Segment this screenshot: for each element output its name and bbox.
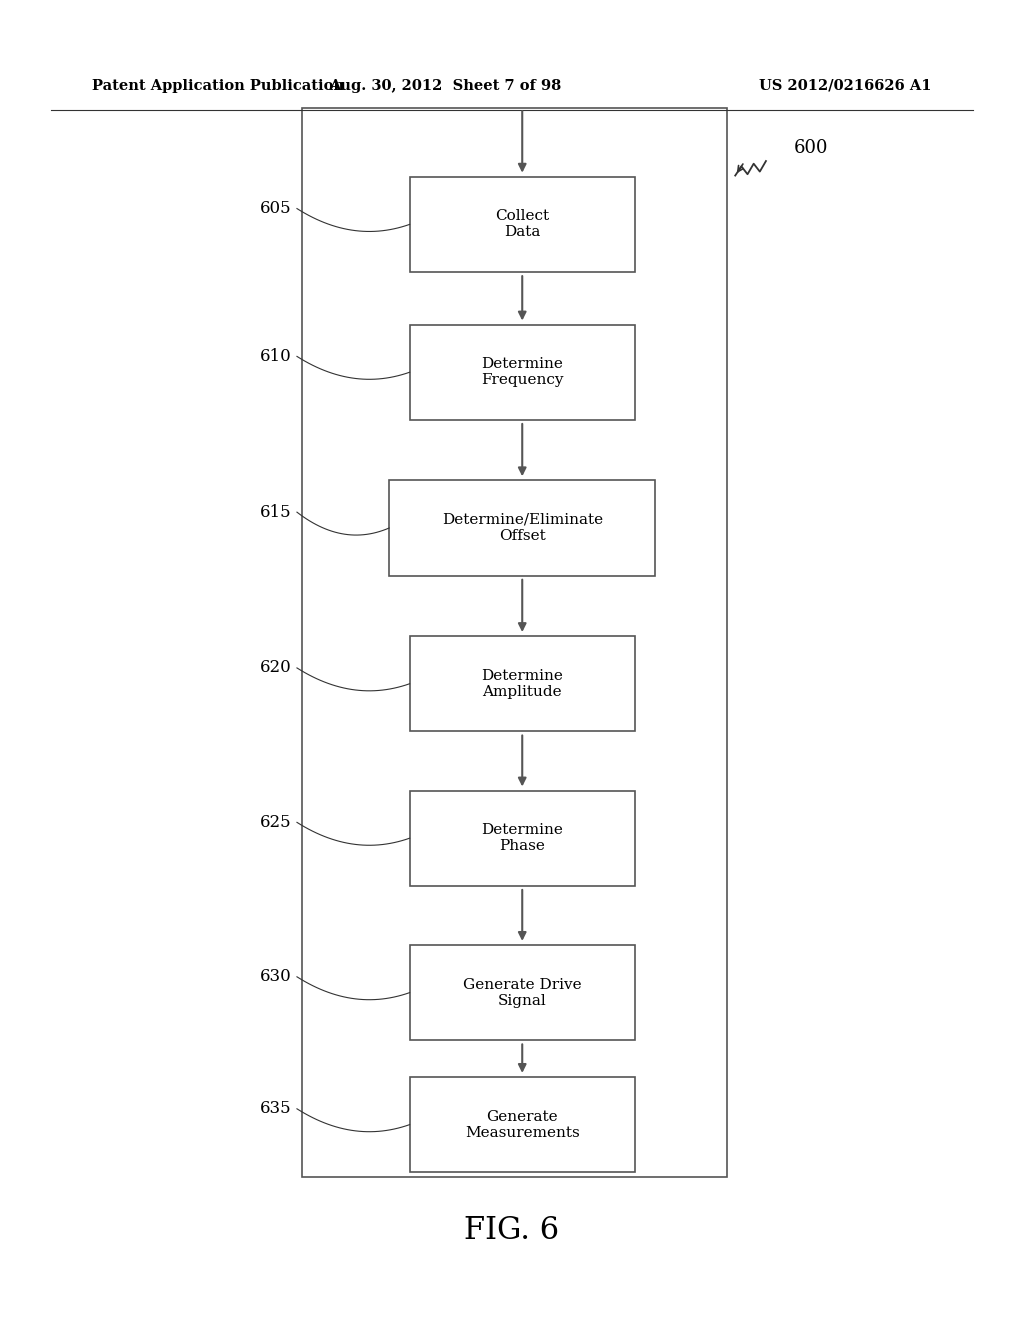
Bar	[410, 791, 635, 886]
Text: 635: 635	[260, 1101, 292, 1117]
Text: 610: 610	[260, 348, 292, 364]
Text: 600: 600	[794, 139, 828, 157]
Text: 605: 605	[260, 201, 292, 216]
Text: Generate
Measurements: Generate Measurements	[465, 1110, 580, 1139]
Bar	[389, 480, 655, 576]
Text: Determine
Amplitude: Determine Amplitude	[481, 669, 563, 698]
Text: Determine/Eliminate
Offset: Determine/Eliminate Offset	[441, 513, 603, 543]
Bar	[410, 636, 635, 731]
Bar	[410, 1077, 635, 1172]
Text: Determine
Frequency: Determine Frequency	[481, 358, 563, 387]
Text: Aug. 30, 2012  Sheet 7 of 98: Aug. 30, 2012 Sheet 7 of 98	[330, 79, 561, 92]
Text: 630: 630	[260, 969, 292, 985]
Text: 620: 620	[260, 660, 292, 676]
Text: 615: 615	[260, 504, 292, 520]
Bar	[410, 325, 635, 420]
Bar	[410, 945, 635, 1040]
Text: US 2012/0216626 A1: US 2012/0216626 A1	[760, 79, 932, 92]
Bar	[302, 108, 727, 1177]
Bar	[410, 177, 635, 272]
Text: Collect
Data: Collect Data	[496, 210, 549, 239]
Text: Generate Drive
Signal: Generate Drive Signal	[463, 978, 582, 1007]
Text: FIG. 6: FIG. 6	[465, 1214, 559, 1246]
Text: Patent Application Publication: Patent Application Publication	[92, 79, 344, 92]
Text: Determine
Phase: Determine Phase	[481, 824, 563, 853]
Text: 625: 625	[260, 814, 292, 830]
